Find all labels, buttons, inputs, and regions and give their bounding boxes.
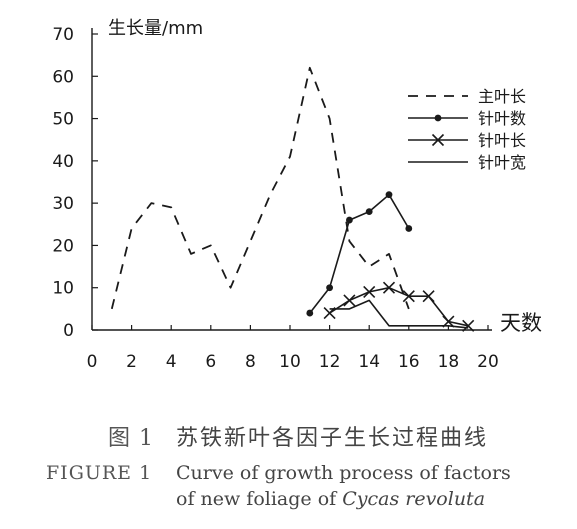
series-line-4	[329, 299, 469, 329]
series-2-point	[405, 225, 413, 232]
series-2-point	[346, 216, 353, 224]
series-3-point	[363, 285, 376, 299]
x-tick-label: 12	[319, 352, 341, 372]
caption-en-line2: of new foliage of Cycas revoluta	[176, 488, 485, 510]
x-tick-label: 6	[205, 352, 216, 372]
series-2-point	[326, 284, 333, 292]
y-tick-label: 20	[52, 236, 74, 256]
series-2-point	[306, 309, 314, 317]
series-line-1	[110, 66, 410, 310]
caption-en-label: FIGURE 1	[46, 462, 153, 484]
legend-marker-3	[431, 133, 445, 147]
y-tick-label: 40	[52, 152, 74, 172]
caption-en-line2-prefix: of new foliage of	[176, 488, 343, 510]
series-3-point	[402, 290, 415, 303]
legend-label-3: 针叶长	[478, 131, 526, 150]
legend-label-4: 针叶宽	[478, 153, 526, 172]
y-tick-label: 10	[52, 279, 74, 299]
caption-cn-text: 苏铁新叶各因子生长过程曲线	[176, 426, 489, 451]
series-2-point	[365, 208, 373, 216]
x-tick-label: 2	[126, 352, 137, 372]
y-tick-label: 30	[52, 194, 74, 214]
x-tick-label: 10	[279, 352, 301, 372]
legend-label-2: 针叶数	[478, 109, 526, 128]
y-tick-label: 50	[52, 110, 74, 130]
x-tick-label: 14	[358, 352, 380, 372]
x-tick-label: 8	[245, 352, 256, 372]
y-axis-title: 生长量/mm	[108, 18, 203, 39]
x-axis-title: 天数	[500, 311, 542, 335]
caption-cn-label: 图 1	[108, 426, 154, 451]
x-tick-label: 4	[166, 352, 177, 372]
legend-label-1: 主叶长	[478, 87, 526, 106]
x-tick-label: 0	[87, 352, 98, 372]
legend-marker-2	[434, 114, 442, 122]
series-3-point	[382, 281, 396, 294]
series-line-2	[309, 193, 410, 314]
x-tick-label: 18	[438, 352, 460, 372]
caption-en-line1: Curve of growth process of factors	[176, 462, 511, 484]
x-tick-label: 20	[477, 352, 499, 372]
y-tick-label: 70	[52, 25, 74, 45]
series-3-point	[343, 294, 356, 307]
series-2-point	[385, 191, 393, 199]
y-tick-label: 0	[63, 321, 74, 341]
y-tick-label: 60	[52, 67, 74, 87]
growth-chart: 0 10 20 30 40 50 60 70 0 2 4 6 8 10 12 14 16 18 20 生长量/mm 天数…	[52, 18, 542, 372]
caption-species-name: Cycas revoluta	[342, 488, 486, 510]
series-3-point	[422, 290, 435, 303]
series-3-point	[462, 319, 475, 332]
x-tick-label: 16	[398, 352, 420, 372]
